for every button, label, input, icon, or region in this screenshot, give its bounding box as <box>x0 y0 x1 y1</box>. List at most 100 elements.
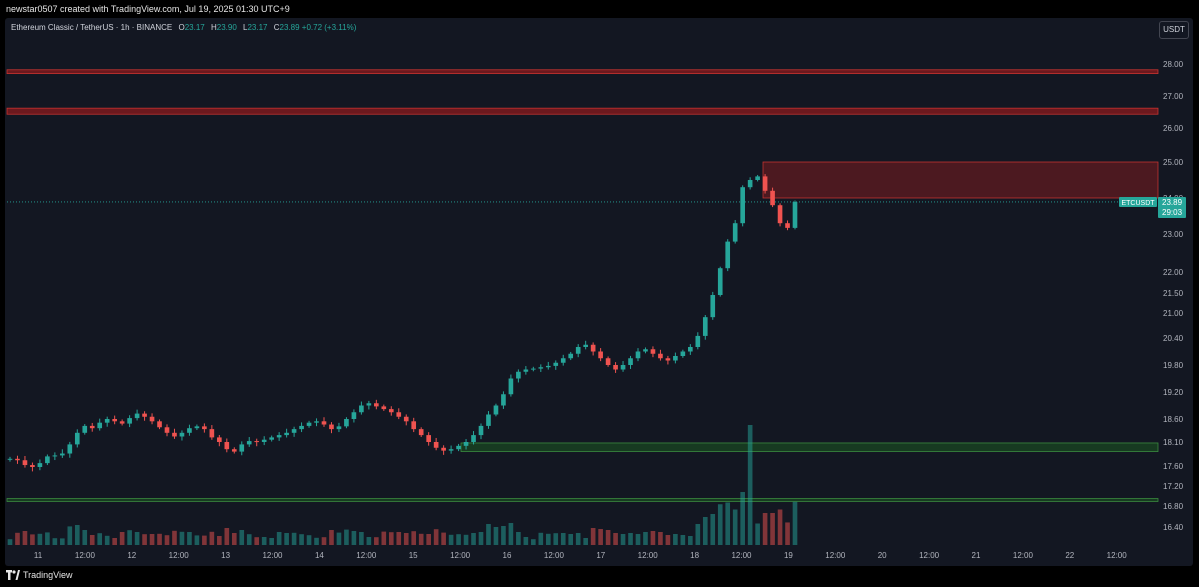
volume-bar <box>583 538 588 545</box>
volume-bar <box>7 539 13 545</box>
volume-bar <box>456 534 461 545</box>
open-label: O <box>178 23 185 32</box>
volume-bar <box>710 514 716 545</box>
volume-bar <box>688 536 693 545</box>
candle <box>613 365 618 370</box>
low-value: 23.17 <box>247 23 268 32</box>
candle <box>635 351 641 359</box>
volume-bar <box>276 532 282 545</box>
candle <box>433 442 439 448</box>
x-tick-label: 21 <box>972 551 981 560</box>
x-tick-label: 14 <box>315 551 324 560</box>
volume-bar <box>620 534 626 545</box>
candle <box>202 426 207 430</box>
candle <box>456 445 461 450</box>
candle <box>7 458 13 460</box>
y-tick-label: 23.00 <box>1163 230 1184 239</box>
candle <box>762 176 768 191</box>
candle <box>725 241 731 269</box>
volume-bar <box>359 532 364 545</box>
resistance-zone <box>6 107 1159 115</box>
volume-bar <box>575 533 581 545</box>
candle <box>112 419 117 422</box>
high-label: H <box>210 23 217 32</box>
y-tick-label: 22.00 <box>1163 268 1184 277</box>
candle <box>351 412 357 419</box>
candle <box>531 368 536 370</box>
x-tick-label: 12:00 <box>731 551 752 560</box>
x-tick-label: 12:00 <box>356 551 377 560</box>
volume-bar <box>351 531 357 545</box>
volume-bar <box>261 537 267 545</box>
y-tick-label: 21.50 <box>1163 289 1184 298</box>
candle <box>478 425 484 436</box>
x-tick-label: 13 <box>221 551 230 560</box>
volume-bar <box>486 524 491 545</box>
symbol-title[interactable]: Ethereum Classic / TetherUS · 1h · BINAN… <box>11 23 173 32</box>
volume-bar <box>785 522 790 545</box>
candle <box>15 458 20 461</box>
candle <box>755 176 760 180</box>
volume-bar <box>60 538 65 545</box>
x-tick-label: 17 <box>596 551 605 560</box>
candle <box>740 187 745 224</box>
candle <box>119 421 125 424</box>
volume-bar <box>471 533 476 545</box>
symbol-tag-box <box>1119 196 1157 207</box>
candle <box>426 435 431 442</box>
candle <box>217 437 222 442</box>
candle <box>650 349 656 354</box>
volume-bar <box>284 533 289 545</box>
candle <box>224 442 230 450</box>
tradingview-logo-icon <box>6 570 20 580</box>
candle <box>702 317 708 336</box>
candle <box>299 425 304 430</box>
symbol-tag-label: ETCUSDT <box>1121 200 1155 207</box>
candle <box>374 403 379 407</box>
price-tag-value: 23.89 <box>1162 198 1183 207</box>
x-tick-label: 12:00 <box>1013 551 1034 560</box>
candle <box>486 414 491 426</box>
volume-bar <box>732 509 738 545</box>
candle <box>770 190 775 206</box>
x-tick-label: 12:00 <box>169 551 190 560</box>
attribution-text: newstar0507 created with TradingView.com… <box>6 4 290 14</box>
candle <box>792 201 798 228</box>
volume-bar <box>560 533 566 545</box>
currency-unit-button[interactable]: USDT <box>1159 21 1189 39</box>
volume-bar <box>658 532 663 545</box>
open-value: 23.17 <box>184 23 205 32</box>
volume-bar <box>119 532 125 545</box>
volume-bar <box>590 528 596 545</box>
candle <box>732 223 738 242</box>
candle <box>381 406 387 410</box>
volume-bar <box>142 534 147 545</box>
candle <box>688 347 693 352</box>
candle <box>620 365 626 370</box>
candle <box>710 295 716 318</box>
candle <box>366 403 372 406</box>
x-tick-label: 11 <box>34 551 43 560</box>
support-zone <box>460 442 1159 452</box>
y-tick-label: 20.40 <box>1163 334 1184 343</box>
volume-bar <box>770 513 775 545</box>
candle <box>665 358 671 361</box>
candle <box>60 453 65 456</box>
candle <box>658 353 663 359</box>
candle <box>605 358 611 365</box>
volume-bar <box>157 533 162 545</box>
candle <box>157 421 162 428</box>
candle <box>74 432 80 445</box>
volume-bar <box>336 532 342 545</box>
volume-bar <box>403 533 409 545</box>
volume-bar <box>396 532 402 545</box>
volume-bar <box>209 531 215 545</box>
candle <box>134 413 140 419</box>
candle <box>568 353 574 359</box>
close-label: C <box>273 23 280 32</box>
candle <box>239 444 245 452</box>
volume-bar <box>306 535 312 545</box>
candle <box>172 432 177 437</box>
candle <box>590 344 596 352</box>
